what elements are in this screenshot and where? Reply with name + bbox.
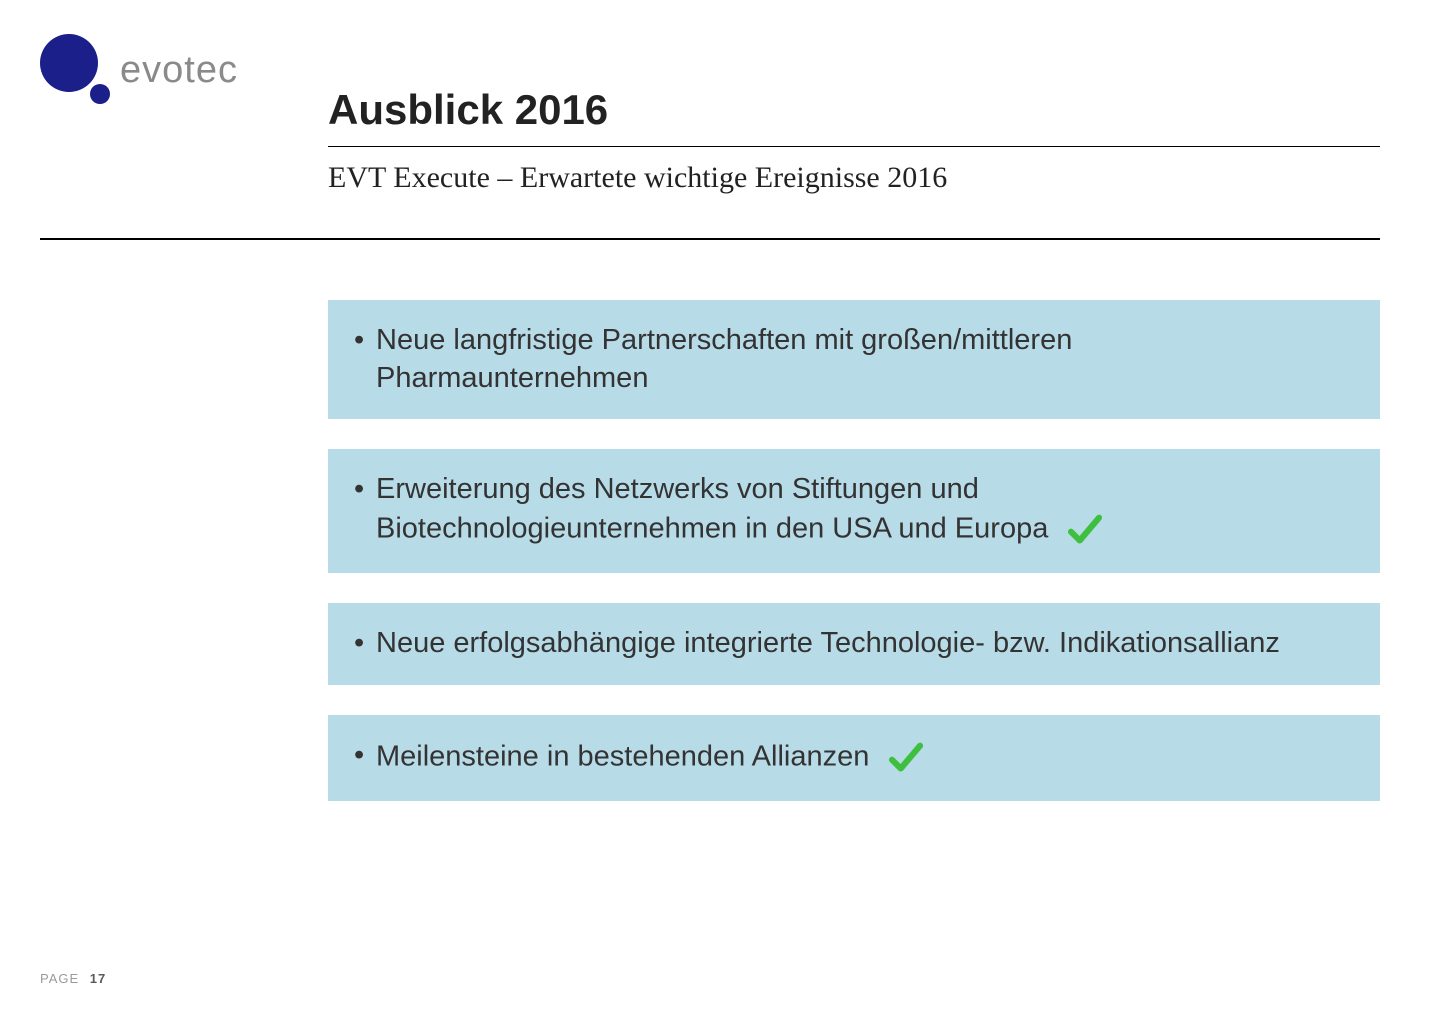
bullet-text: Meilensteine in bestehenden Allianzen (376, 737, 927, 779)
bullet-text: Neue erfolgsabhängige integrierte Techno… (376, 625, 1280, 663)
logo: evotec (40, 30, 238, 110)
page-title: Ausblick 2016 (328, 86, 1380, 146)
logo-mark (40, 30, 120, 110)
bullet-text: Erweiterung des Netzwerks von Stiftungen… (376, 471, 1340, 551)
bullet-list: Neue langfristige Partnerschaften mit gr… (328, 300, 1380, 801)
check-icon (1064, 509, 1106, 551)
footer-label: PAGE (40, 971, 79, 986)
bullet-text: Neue langfristige Partnerschaften mit gr… (376, 322, 1340, 397)
logo-circle-small (90, 84, 110, 104)
page-footer: PAGE 17 (40, 971, 106, 986)
bullet-item: Meilensteine in bestehenden Allianzen (328, 715, 1380, 801)
bullet-item: Neue erfolgsabhängige integrierte Techno… (328, 603, 1380, 685)
subtitle: EVT Execute – Erwartete wichtige Ereigni… (328, 147, 1380, 223)
full-width-rule (40, 238, 1380, 240)
logo-text: evotec (120, 49, 238, 92)
footer-page-number: 17 (90, 971, 106, 986)
slide: evotec Ausblick 2016 EVT Execute – Erwar… (0, 0, 1440, 1018)
check-icon (885, 737, 927, 779)
logo-circle-large (40, 34, 98, 92)
bullet-item: Erweiterung des Netzwerks von Stiftungen… (328, 449, 1380, 573)
title-block: Ausblick 2016 EVT Execute – Erwartete wi… (328, 86, 1380, 223)
bullet-item: Neue langfristige Partnerschaften mit gr… (328, 300, 1380, 419)
